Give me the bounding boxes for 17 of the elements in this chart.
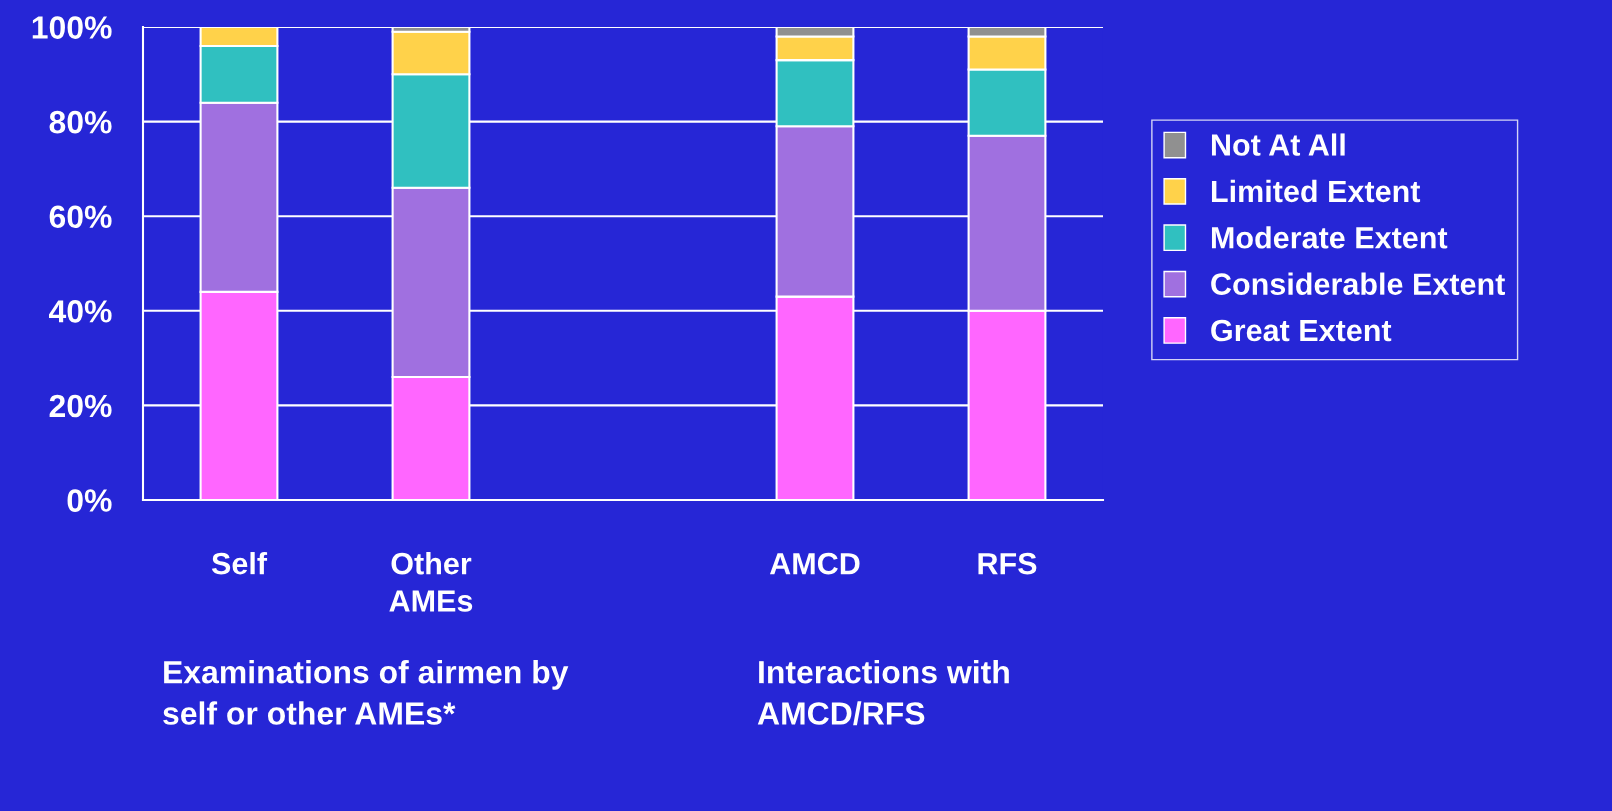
x-tick-label: Self <box>211 552 268 575</box>
x-tick-label: AMCD <box>769 552 860 575</box>
y-tick-label: 40% <box>48 300 112 323</box>
y-tick-label: 80% <box>49 110 112 134</box>
legend-label: Limited Extent <box>1211 179 1421 203</box>
text: Examinations of airmen by self or other AMEs* <box>163 660 569 725</box>
legend-label: Great Extent <box>1211 319 1392 342</box>
legend-label: Not At All <box>1211 133 1345 156</box>
y-tick-label: 20% <box>49 394 112 418</box>
x-tick-label: RFS <box>978 552 1037 575</box>
y-tick-label: 100% <box>32 16 112 39</box>
y-tick-label: 60% <box>49 205 112 229</box>
text: Interactions with AMCD/RFS <box>757 660 1009 726</box>
x-tick-label: Other AMEs <box>389 552 473 612</box>
y-tick-label: 0% <box>67 489 112 512</box>
legend-label: Considerable Extent <box>1211 272 1505 295</box>
legend-label: Moderate Extent <box>1211 226 1448 249</box>
